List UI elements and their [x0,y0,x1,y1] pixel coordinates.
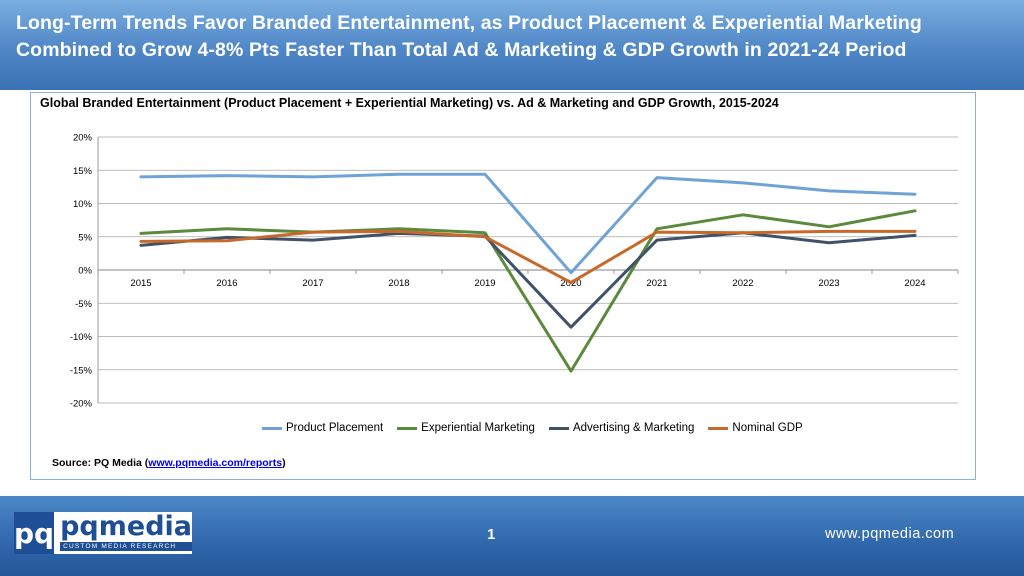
legend-label: Nominal GDP [732,422,803,434]
source-note: Source: PQ Media (www.pqmedia.com/report… [52,457,286,469]
series-line [139,172,917,275]
legend-item: Nominal GDP [708,422,803,434]
x-tick-label: 2017 [302,278,323,289]
x-tick-label: 2019 [474,278,495,289]
logo-name: pqmedia [60,511,192,542]
source-prefix: Source: PQ Media ( [52,457,149,469]
y-tick-label: 15% [73,166,93,177]
x-tick-label: 2016 [216,278,237,289]
axis-layer: 20% 15% 10% 5% 0% -5% -10% -15% -20% 2015 2016 2017… [70,133,959,410]
logo-tagline: CUSTOM MEDIA RESEARCH [60,542,192,551]
header-banner: Long-Term Trends Favor Branded Entertain… [0,0,1024,90]
page-number: 1 [487,526,496,543]
y-tick-label: 0% [78,266,92,277]
legend-label: Advertising & Marketing [572,422,695,434]
logo-wordmark: pqmedia CUSTOM MEDIA RESEARCH [60,512,192,551]
x-tick-label: 2021 [646,278,667,289]
source-suffix: ) [282,457,286,469]
legend-label: Product Placement [286,422,384,434]
y-tick-label: 10% [73,199,93,210]
y-tick-label: -10% [70,332,93,343]
legend-swatch [708,426,729,430]
legend-label: Experiential Marketing [421,422,535,434]
legend-item: Experiential Marketing [397,422,535,434]
x-tick-label: 2015 [130,278,151,289]
website-url[interactable]: www.pqmedia.com [825,526,955,542]
source-link[interactable]: www.pqmedia.com/reports [148,457,283,469]
series-layer [139,172,917,373]
legend-item: Product Placement [262,422,383,434]
chart-title: Global Branded Entertainment (Product Pl… [40,96,779,110]
series-line [139,229,917,285]
slide-title: Long-Term Trends Favor Branded Entertain… [16,12,922,61]
legend-swatch [548,426,569,430]
y-tick-label: -5% [75,299,92,310]
x-tick-label: 2023 [818,278,839,289]
y-tick-label: -20% [70,399,93,410]
series-line [139,231,917,329]
legend-item: Advertising & Marketing [548,422,695,434]
x-tick-label: 2018 [388,278,409,289]
x-tick-label: 2024 [904,278,925,289]
y-tick-label: 5% [78,232,92,243]
x-tick-label: 2022 [732,278,753,289]
series-line [139,209,917,373]
logo-mark: pq [14,512,55,554]
chart-legend: Product Placement Experiential Marketing A… [262,421,817,435]
pqmedia-logo: pq pqmedia CUSTOM MEDIA RESEARCH [14,512,192,554]
legend-swatch [397,426,418,430]
legend-swatch [262,426,282,430]
y-tick-label: 20% [73,133,93,144]
y-tick-label: -15% [70,365,93,376]
chart-frame [30,92,976,480]
